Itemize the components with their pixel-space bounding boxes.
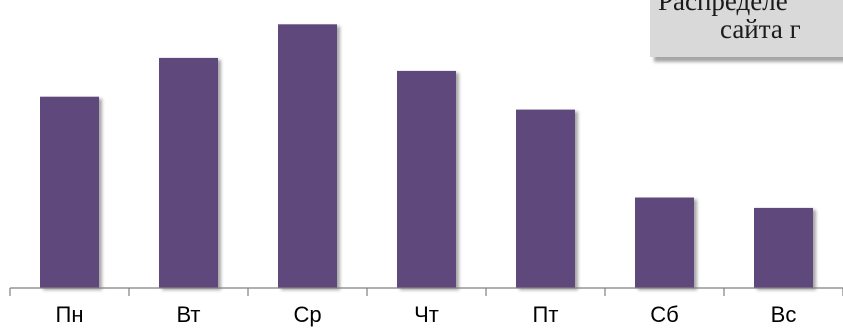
bar-4 [397, 70, 456, 289]
x-axis-ticks [9, 288, 843, 296]
chart-title-box: Распределе сайта г [650, 0, 843, 57]
bar-3 [278, 24, 337, 289]
bar-7 [754, 207, 813, 288]
bars-group [40, 24, 813, 289]
x-tick-label-3: Ср [293, 302, 321, 327]
x-tick-label-1: Пн [56, 302, 84, 327]
bar-6 [635, 197, 694, 288]
chart-title-line-1: Распределе [658, 0, 788, 16]
x-tick-label-4: Чт [414, 302, 439, 327]
bar-1 [40, 96, 99, 288]
chart-title-line-2: сайта г [720, 14, 801, 44]
x-tick-label-2: Вт [176, 302, 200, 327]
x-tick-label-5: Пт [533, 302, 559, 327]
x-axis-labels: Пн Вт Ср Чт Пт Сб Вс [56, 302, 797, 327]
x-tick-label-7: Вс [771, 302, 797, 327]
bar-2 [159, 57, 218, 289]
bar-5 [516, 109, 575, 288]
x-tick-label-6: Сб [650, 302, 679, 327]
